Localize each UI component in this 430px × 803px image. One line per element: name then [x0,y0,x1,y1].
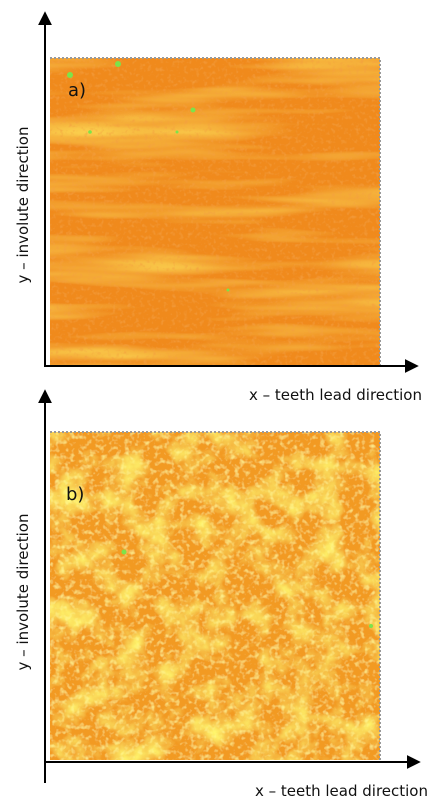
x-axis-label: x – teeth lead direction [249,386,422,404]
y-axis-label: y – involute direction [14,514,32,671]
spots [121,549,373,628]
image-border [50,431,381,760]
image-border [50,57,381,365]
panel-b: b) x – teeth lead direction y – involute… [14,389,428,800]
surface-image [50,58,380,365]
panel-label: a) [68,80,86,101]
y-axis-label: y – involute direction [14,127,32,284]
x-axis-label: x – teeth lead direction [255,782,428,800]
panel-a: a) x – teeth lead direction y – involute… [14,11,422,404]
surface-image [50,432,380,760]
panel-label: b) [66,484,84,505]
spots [67,61,230,292]
